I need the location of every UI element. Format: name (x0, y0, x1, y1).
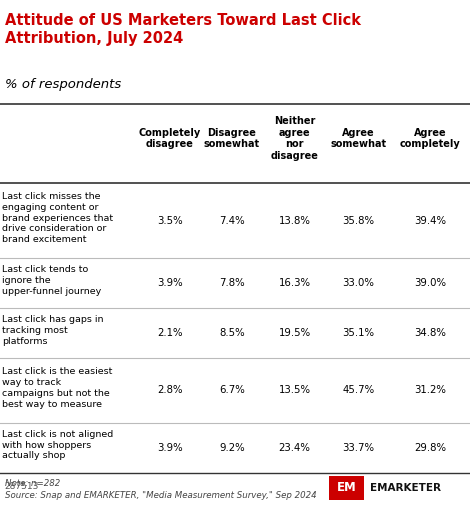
Text: Disagree
somewhat: Disagree somewhat (204, 128, 260, 149)
Text: 16.3%: 16.3% (278, 278, 311, 288)
Text: % of respondents: % of respondents (5, 78, 121, 91)
Text: EM: EM (337, 481, 357, 494)
Text: EMARKETER: EMARKETER (370, 483, 441, 493)
Text: 3.9%: 3.9% (157, 443, 183, 452)
Text: 6.7%: 6.7% (219, 385, 244, 395)
Text: 33.7%: 33.7% (342, 443, 375, 452)
Text: Last click is not aligned
with how shoppers
actually shop: Last click is not aligned with how shopp… (2, 430, 114, 461)
Text: 29.8%: 29.8% (414, 443, 446, 452)
Text: Note: n=282
Source: Snap and EMARKETER, "Media Measurement Survey," Sep 2024: Note: n=282 Source: Snap and EMARKETER, … (5, 479, 316, 499)
Text: Attitude of US Marketers Toward Last Click
Attribution, July 2024: Attitude of US Marketers Toward Last Cli… (5, 13, 360, 46)
Text: Last click is the easiest
way to track
campaigns but not the
best way to measure: Last click is the easiest way to track c… (2, 367, 113, 409)
Text: 19.5%: 19.5% (278, 328, 311, 338)
FancyBboxPatch shape (329, 476, 364, 500)
Text: 2.8%: 2.8% (157, 385, 183, 395)
Text: Last click misses the
engaging content or
brand experiences that
drive considera: Last click misses the engaging content o… (2, 192, 113, 244)
Text: 33.0%: 33.0% (343, 278, 374, 288)
Text: Last click has gaps in
tracking most
platforms: Last click has gaps in tracking most pla… (2, 316, 104, 346)
Text: 13.8%: 13.8% (279, 216, 310, 226)
Text: 35.8%: 35.8% (342, 216, 375, 226)
Text: 45.7%: 45.7% (342, 385, 375, 395)
Text: 3.5%: 3.5% (157, 216, 183, 226)
Text: 7.4%: 7.4% (219, 216, 244, 226)
Text: 9.2%: 9.2% (219, 443, 244, 452)
Text: 287513: 287513 (5, 482, 39, 491)
Text: 35.1%: 35.1% (342, 328, 375, 338)
Text: Completely
disagree: Completely disagree (139, 128, 201, 149)
Text: Agree
somewhat: Agree somewhat (330, 128, 386, 149)
Text: 7.8%: 7.8% (219, 278, 244, 288)
Text: Agree
completely: Agree completely (400, 128, 461, 149)
Text: 13.5%: 13.5% (278, 385, 311, 395)
Text: 2.1%: 2.1% (157, 328, 183, 338)
Text: 39.0%: 39.0% (414, 278, 446, 288)
Text: 23.4%: 23.4% (279, 443, 310, 452)
Text: 39.4%: 39.4% (414, 216, 446, 226)
Text: 34.8%: 34.8% (414, 328, 446, 338)
Text: 31.2%: 31.2% (414, 385, 446, 395)
Text: 3.9%: 3.9% (157, 278, 183, 288)
Text: 8.5%: 8.5% (219, 328, 244, 338)
Text: Last click tends to
ignore the
upper-funnel journey: Last click tends to ignore the upper-fun… (2, 265, 102, 295)
Text: Neither
agree
nor
disagree: Neither agree nor disagree (271, 116, 318, 161)
